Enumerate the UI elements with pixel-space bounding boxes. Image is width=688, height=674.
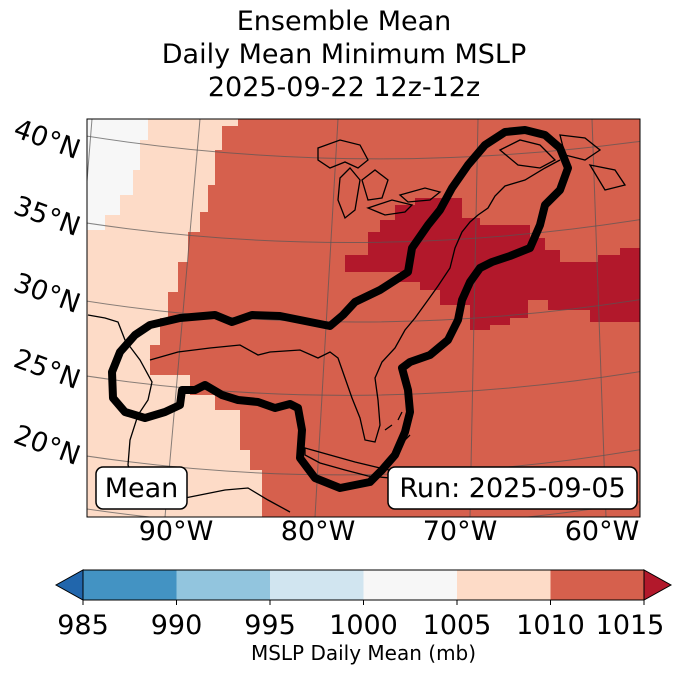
graticule bbox=[87, 119, 640, 517]
colorbar-tick-990: 990 bbox=[151, 610, 203, 641]
colorbar-tick-1000: 1000 bbox=[329, 610, 398, 641]
mean-box-label: Mean bbox=[105, 473, 179, 504]
msd-contour bbox=[108, 126, 572, 492]
gulf-coast bbox=[87, 159, 561, 513]
colorbar-ticks bbox=[82, 600, 645, 605]
colorbar-label: MSLP Daily Mean (mb) bbox=[251, 641, 476, 665]
lon-label-60w: 60°W bbox=[565, 516, 640, 547]
mean-box: Mean bbox=[95, 466, 188, 510]
lat-label-25: 25°N bbox=[10, 343, 85, 395]
lon-label-80w: 80°W bbox=[281, 516, 356, 547]
colorbar-tick-985: 985 bbox=[57, 610, 109, 641]
colorbar-bin-985-990 bbox=[83, 570, 177, 600]
title-line-2: Daily Mean Minimum MSLP bbox=[161, 39, 527, 70]
run-box: Run: 2025-09-05 bbox=[387, 466, 638, 510]
colorbar-tick-1005: 1005 bbox=[423, 610, 492, 641]
lat-label-40: 40°N bbox=[10, 113, 85, 165]
lat-labels: 40°N 35°N 30°N 25°N 20°N bbox=[10, 113, 85, 471]
colorbar-bin-990-995 bbox=[176, 570, 270, 600]
lon-label-70w: 70°W bbox=[423, 516, 498, 547]
colorbar-over-arrow bbox=[643, 569, 673, 601]
run-box-label: Run: 2025-09-05 bbox=[399, 473, 625, 504]
lat-label-35: 35°N bbox=[10, 190, 85, 242]
map-frame bbox=[86, 118, 641, 518]
great-lakes bbox=[317, 139, 442, 220]
colorbar-bin-1005-1010 bbox=[457, 570, 551, 600]
colorbar-bin-1010-1015 bbox=[550, 570, 644, 600]
colorbar-tick-1015: 1015 bbox=[596, 610, 665, 641]
colorbar-bin-1000-1005 bbox=[363, 570, 457, 600]
colorbar-tick-1010: 1010 bbox=[516, 610, 585, 641]
lon-label-90w: 90°W bbox=[139, 516, 214, 547]
title-line-3: 2025-09-22 12z-12z bbox=[207, 72, 481, 103]
colorbar-under-arrow bbox=[54, 569, 84, 601]
colorbar-bin-995-1000 bbox=[270, 570, 364, 600]
lat-label-20: 20°N bbox=[10, 419, 85, 471]
colorbar-tick-995: 995 bbox=[244, 610, 296, 641]
map-panel bbox=[87, 119, 640, 517]
field-1000-1005 bbox=[87, 119, 148, 230]
lon-labels: 90°W 80°W 70°W 60°W bbox=[139, 516, 640, 547]
coastlines bbox=[87, 134, 627, 513]
colorbar: 985 990 995 1000 1005 1010 1015 MSLP Dai… bbox=[54, 569, 673, 665]
title-line-1: Ensemble Mean bbox=[236, 6, 452, 37]
lat-label-30: 30°N bbox=[10, 267, 85, 319]
